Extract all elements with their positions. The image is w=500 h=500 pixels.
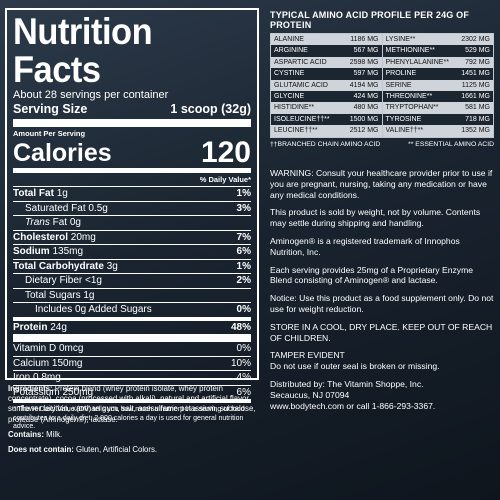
- distributor-line: Distributed by: The Vitamin Shoppe, Inc.: [270, 378, 424, 389]
- nutrition-facts-panel: Nutrition Facts About 28 servings per co…: [5, 8, 259, 430]
- nutrient-row-total-carbohydrate: Total Carbohydrate 3g 1%: [13, 260, 251, 274]
- product-info: WARNING: Consult your healthcare provide…: [270, 168, 494, 418]
- amino-row: Glycine 424 mg: [271, 91, 382, 103]
- warning-text: WARNING: Consult your healthcare provide…: [270, 168, 493, 200]
- does-not-contain-text: Does not contain: Gluten, Artificial Col…: [8, 445, 158, 455]
- bcaa-footnote: ††Branched Chain Amino Acid: [270, 140, 381, 148]
- amino-row: Isoleucine††** 1500 mg: [271, 113, 382, 126]
- nutrient-row-total-fat: Total Fat 1g 1%: [13, 187, 251, 202]
- amino-row: Threonine** 1661 mg: [382, 91, 493, 103]
- amino-row: Cystine 597 mg: [271, 68, 382, 80]
- nutrient-row-cholesterol: Cholesterol 20mg 7%: [13, 231, 251, 245]
- enzyme-text: Each serving provides 25mg of a Propriet…: [270, 264, 474, 286]
- storage-text: STORE IN A COOL, DRY PLACE. KEEP OUT OF …: [270, 321, 493, 343]
- amino-title: TYPICAL AMINO ACID PROFILE PER 24G OF PR…: [270, 10, 470, 30]
- nutrient-row-iron: Iron 0.8mg 4%: [13, 371, 251, 386]
- amino-row: Arginine 567 mg: [271, 45, 382, 57]
- tamper-text: Do not use if outer seal is broken or mi…: [270, 361, 440, 372]
- amount-per-serving: Amount Per Serving: [13, 129, 86, 138]
- amino-row: Phenylalanine** 792 mg: [382, 56, 493, 69]
- notice-text: Notice: Use this product as a food suppl…: [270, 293, 494, 314]
- nutrient-row-potassium: Potassium 250mg 6%: [13, 386, 251, 403]
- nutrient-row-total-sugars: Total Sugars 1g: [13, 289, 251, 303]
- amino-row: Leucine††** 2512 mg: [271, 125, 382, 137]
- daily-value-header: % Daily Value*: [13, 173, 251, 187]
- amino-row: Aspartic Acid 2598 mg: [271, 56, 382, 69]
- serving-size-row: Serving Size 1 scoop (32g): [13, 102, 251, 127]
- ingredients-text: Ingredients: Protein blend (whey protein…: [8, 384, 256, 424]
- nutrient-row-saturated-fat: Saturated Fat 0.5g 3%: [13, 202, 251, 216]
- daily-value-footnote: * The % Daily Value (DV) tells you how m…: [13, 406, 245, 430]
- amino-column-right: Lysine** 2302 mg Methionine** 529 mg Pheny…: [381, 34, 493, 137]
- calories-label: Calories: [13, 139, 112, 167]
- tamper-section: TAMPER EVIDENT Do not use if outer seal i…: [270, 350, 494, 372]
- contains-text: Contains: Milk.: [8, 429, 63, 439]
- amino-column-left: Alanine 1186 mg Arginine 567 mg Aspartic A…: [271, 34, 382, 137]
- distributor-section: Distributed by: The Vitamin Shoppe, Inc.…: [270, 379, 494, 411]
- amino-row: Proline 1451 mg: [382, 68, 493, 80]
- amino-table: Alanine 1186 mg Arginine 567 mg Aspartic A…: [270, 33, 494, 138]
- nutrient-row-trans-fat: Trans Fat 0g: [13, 216, 251, 231]
- nutrient-row-sodium: Sodium 135mg 6%: [13, 245, 251, 260]
- amino-row: Histidine** 480 mg: [271, 102, 382, 114]
- amino-row: Valine††** 1352 mg: [382, 125, 493, 137]
- serving-size-label: Serving Size: [13, 102, 88, 116]
- nutrient-row-protein: Protein 24g 48%: [13, 321, 251, 342]
- amino-row: Tryptophan** 581 mg: [382, 102, 493, 114]
- tamper-title: TAMPER EVIDENT: [270, 350, 345, 361]
- amino-row: Serine 1125 mg: [382, 79, 493, 92]
- weight-text: This product is sold by weight, not by v…: [270, 207, 481, 229]
- ingredients-section: Ingredients: Protein blend (whey protein…: [8, 384, 260, 460]
- amino-row: Glutamic Acid 4194 mg: [271, 79, 382, 92]
- nutrient-row-added-sugars: Includes 0g Added Sugars 0%: [13, 303, 251, 321]
- distributor-contact: www.bodytech.com or call 1-866-293-3367.: [270, 400, 436, 411]
- trademark-text: Aminogen® is a registered trademark of I…: [270, 235, 460, 257]
- essential-footnote: ** Essential Amino Acid: [408, 140, 494, 148]
- amino-row: Methionine** 529 mg: [382, 45, 493, 57]
- servings-per-container: About 28 servings per container: [13, 89, 169, 101]
- nutrient-row-vitamin-d: Vitamin D 0mcg 0%: [13, 342, 251, 357]
- serving-size-value: 1 scoop (32g): [170, 102, 251, 116]
- amino-row: Tyrosine 718 mg: [382, 113, 493, 126]
- amino-acid-profile: TYPICAL AMINO ACID PROFILE PER 24G OF PR…: [270, 10, 494, 148]
- amino-row: Alanine 1186 mg: [271, 34, 382, 46]
- nutrition-title: Nutrition Facts: [13, 11, 153, 90]
- distributor-address: Secaucus, NJ 07094: [270, 389, 350, 400]
- calories-row: Calories 120: [13, 138, 251, 173]
- nutrient-row-dietary-fiber: Dietary Fiber <1g 2%: [13, 274, 251, 289]
- nutrient-row-calcium: Calcium 150mg 10%: [13, 357, 251, 371]
- amino-footnotes: ††Branched Chain Amino Acid ** Essential…: [270, 138, 494, 148]
- calories-value: 120: [200, 136, 251, 169]
- amino-row: Lysine** 2302 mg: [382, 34, 493, 46]
